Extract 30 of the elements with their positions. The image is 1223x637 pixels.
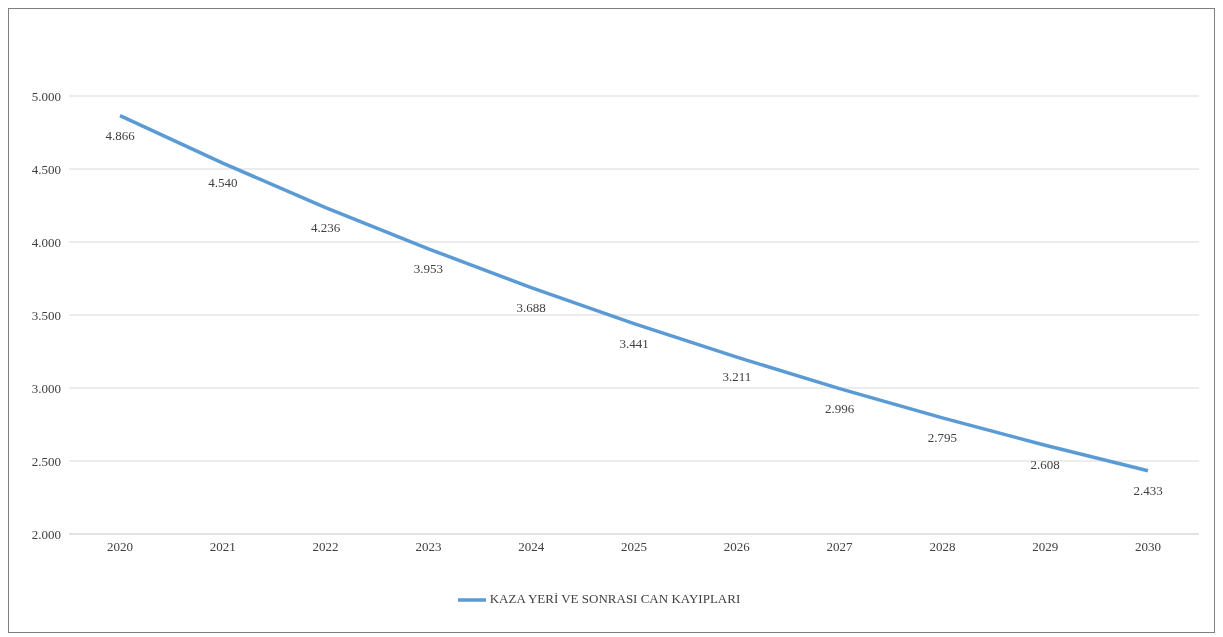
- data-label: 3.688: [516, 299, 546, 315]
- data-label: 4.866: [105, 127, 136, 143]
- y-tick-label: 2.000: [31, 526, 61, 542]
- x-tick-label: 2021: [209, 539, 236, 555]
- x-tick-label: 2029: [1032, 539, 1059, 555]
- data-label: 3.211: [722, 369, 752, 385]
- data-label: 2.996: [824, 400, 855, 416]
- data-label: 3.441: [619, 335, 649, 351]
- legend-label: KAZA YERİ VE SONRASI CAN KAYIPLARI: [489, 590, 741, 606]
- data-label: 2.795: [927, 429, 958, 445]
- data-label: 4.236: [310, 219, 341, 235]
- data-label: 2.608: [1030, 457, 1060, 473]
- x-tick-label: 2020: [107, 539, 133, 555]
- data-label: 2.433: [1133, 482, 1163, 498]
- x-tick-label: 2025: [621, 539, 647, 555]
- x-tick-label: 2023: [415, 539, 442, 555]
- data-label: 3.953: [413, 260, 444, 276]
- x-tick-label: 2028: [929, 539, 956, 555]
- y-tick-label: 3.500: [31, 307, 61, 323]
- x-tick-label: 2030: [1135, 539, 1161, 555]
- y-tick-label: 4.000: [31, 234, 61, 250]
- x-tick-label: 2027: [826, 539, 854, 555]
- y-tick-label: 5.000: [31, 88, 61, 104]
- y-tick-label: 2.500: [31, 453, 61, 469]
- y-tick-label: 4.500: [31, 161, 61, 177]
- x-tick-label: 2022: [312, 539, 339, 555]
- y-tick-label: 3.000: [31, 380, 61, 396]
- data-label: 4.540: [208, 175, 238, 191]
- x-tick-label: 2026: [723, 539, 751, 555]
- x-tick-label: 2024: [518, 539, 545, 555]
